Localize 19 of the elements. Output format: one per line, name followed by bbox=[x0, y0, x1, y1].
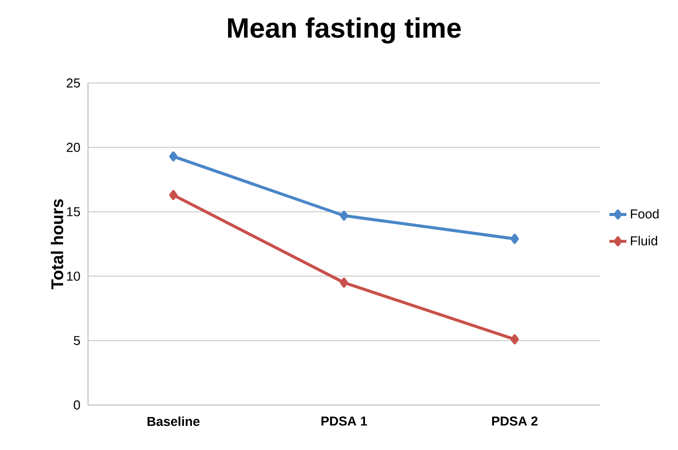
y-tick-label: 20 bbox=[66, 142, 80, 152]
point bbox=[340, 278, 348, 288]
y-tick-label: 10 bbox=[67, 272, 80, 281]
y-axis-title: Total hours bbox=[50, 199, 64, 290]
legend-label: Food bbox=[630, 209, 659, 219]
y-tick-label: 5 bbox=[74, 336, 80, 346]
point bbox=[340, 210, 348, 221]
y-tick-label: 0 bbox=[74, 400, 80, 410]
x-tick-label: PDSA 1 bbox=[321, 416, 368, 426]
y-tick-label: 15 bbox=[67, 207, 80, 216]
x-tick-label: Baseline bbox=[148, 416, 200, 426]
legend-label: Fluid bbox=[630, 236, 658, 246]
y-tick-label: 25 bbox=[66, 78, 80, 88]
point bbox=[169, 190, 178, 200]
point bbox=[169, 151, 178, 162]
chart-title: Mean fasting time bbox=[228, 17, 461, 44]
point bbox=[510, 234, 519, 244]
x-tick-label: PDSA 2 bbox=[492, 416, 538, 426]
point bbox=[510, 334, 519, 344]
